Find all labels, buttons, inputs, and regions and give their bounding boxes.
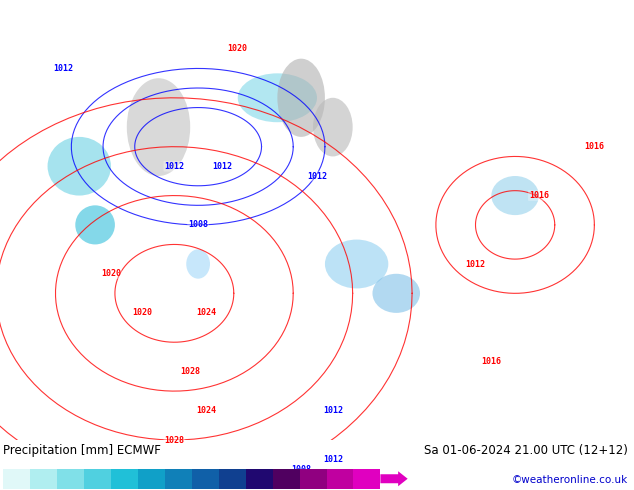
- Text: 1008: 1008: [291, 465, 311, 474]
- Text: 1012: 1012: [323, 455, 343, 464]
- Bar: [273, 469, 299, 489]
- Text: 1012: 1012: [212, 162, 232, 171]
- Text: 1016: 1016: [529, 191, 549, 200]
- Ellipse shape: [48, 137, 111, 196]
- Ellipse shape: [75, 205, 115, 245]
- Text: ©weatheronline.co.uk: ©weatheronline.co.uk: [512, 475, 628, 485]
- Bar: [138, 469, 165, 489]
- Text: 1012: 1012: [307, 172, 327, 180]
- Text: 1020: 1020: [101, 270, 121, 278]
- Text: 1012: 1012: [323, 406, 343, 415]
- FancyArrow shape: [380, 471, 408, 486]
- Bar: [354, 469, 380, 489]
- Bar: [165, 469, 191, 489]
- Ellipse shape: [186, 249, 210, 279]
- Text: 1024: 1024: [196, 308, 216, 318]
- Text: 1016: 1016: [585, 142, 604, 151]
- Text: 1012: 1012: [53, 64, 74, 73]
- Bar: [219, 469, 245, 489]
- Bar: [30, 469, 57, 489]
- Ellipse shape: [127, 78, 190, 176]
- Bar: [84, 469, 111, 489]
- Ellipse shape: [278, 59, 325, 137]
- Text: 1028: 1028: [164, 436, 184, 444]
- Bar: [191, 469, 219, 489]
- Ellipse shape: [491, 176, 539, 215]
- Text: Precipitation [mm] ECMWF: Precipitation [mm] ECMWF: [3, 444, 161, 457]
- Ellipse shape: [313, 98, 353, 156]
- Bar: [245, 469, 273, 489]
- Text: 1024: 1024: [196, 406, 216, 415]
- Text: 1012: 1012: [465, 260, 486, 269]
- Ellipse shape: [238, 74, 317, 122]
- Text: 1012: 1012: [164, 162, 184, 171]
- Text: 1020: 1020: [228, 45, 248, 53]
- Bar: [111, 469, 138, 489]
- Bar: [57, 469, 84, 489]
- Text: 1008: 1008: [188, 220, 208, 229]
- Ellipse shape: [325, 240, 388, 289]
- Text: 1016: 1016: [481, 357, 501, 367]
- Bar: [327, 469, 354, 489]
- Bar: [3, 469, 30, 489]
- Bar: [299, 469, 327, 489]
- Text: 1028: 1028: [180, 367, 200, 376]
- Text: Sa 01-06-2024 21.00 UTC (12+12): Sa 01-06-2024 21.00 UTC (12+12): [424, 444, 628, 457]
- Ellipse shape: [373, 274, 420, 313]
- Text: 1020: 1020: [133, 308, 153, 318]
